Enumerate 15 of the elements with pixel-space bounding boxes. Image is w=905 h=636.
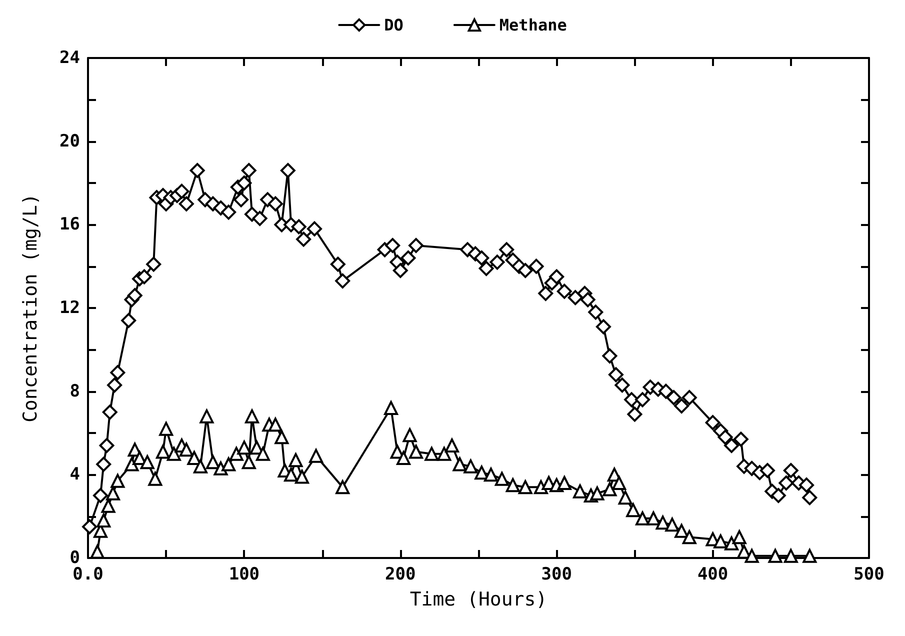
x-tick-label: 400 xyxy=(697,564,728,584)
x-axis-title: Time (Hours) xyxy=(410,588,548,610)
x-tick-label: 200 xyxy=(385,564,416,584)
x-tick-label: 300 xyxy=(541,564,572,584)
legend-label: Methane xyxy=(499,16,567,34)
legend-label: DO xyxy=(384,16,404,34)
y-tick-label: 20 xyxy=(60,131,80,152)
y-axis-title: Concentration (mg/L) xyxy=(20,194,42,422)
y-tick-label: 4 xyxy=(70,464,80,485)
y-tick-label: 24 xyxy=(60,48,80,68)
y-tick-label: 16 xyxy=(60,214,80,235)
x-tick-label: 100 xyxy=(228,564,260,584)
y-tick-label: 12 xyxy=(60,298,80,318)
y-tick-label: 8 xyxy=(70,381,80,402)
x-tick-label: 500 xyxy=(854,564,884,584)
